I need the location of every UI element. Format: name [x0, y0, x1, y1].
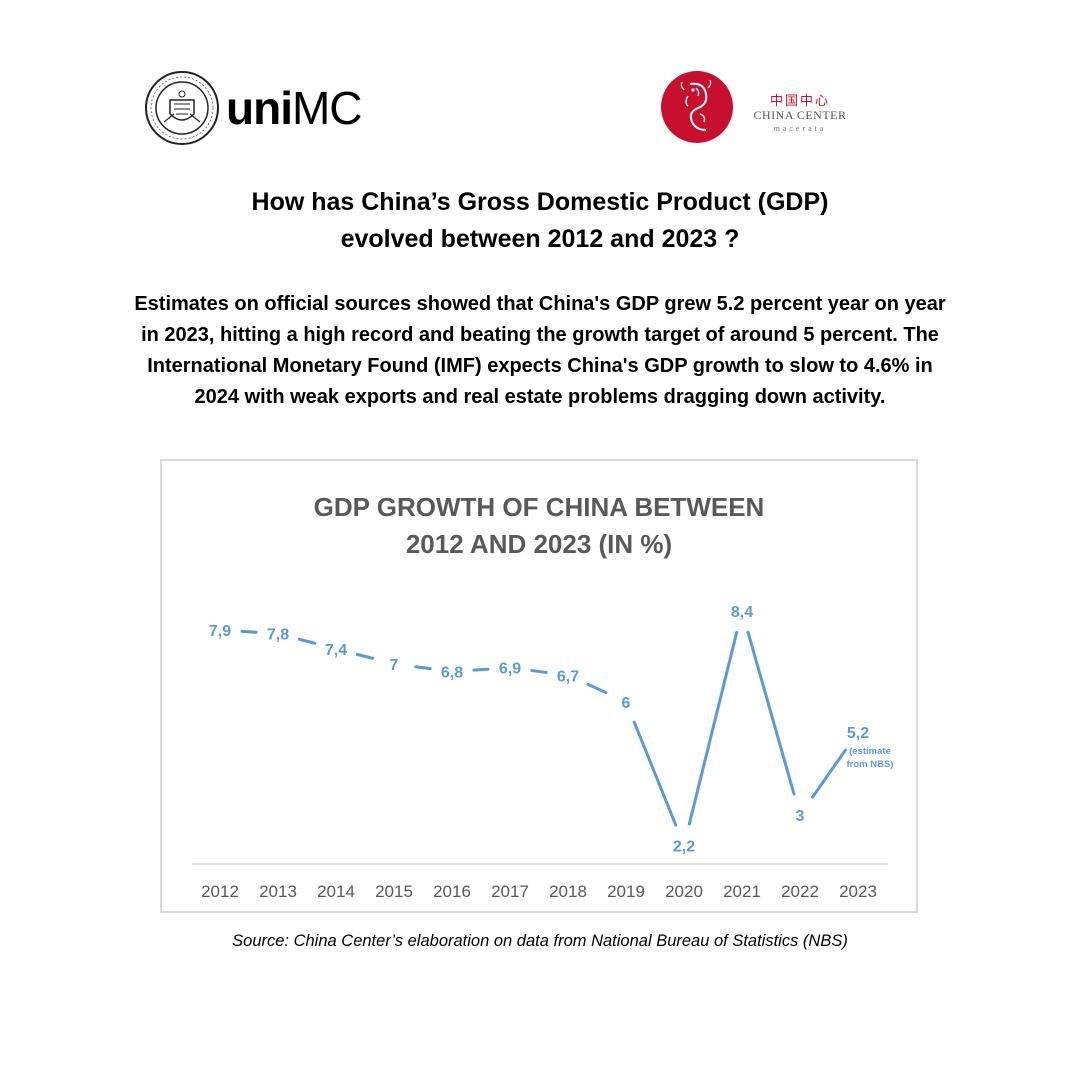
data-label: 8,4 [731, 604, 753, 621]
estimate-annotation: (estimate [849, 746, 891, 757]
x-tick-label: 2016 [433, 882, 471, 901]
estimate-annotation: from NBS) [847, 759, 894, 770]
chart-title: GDP GROWTH OF CHINA BETWEEN 2012 AND 202… [162, 489, 916, 563]
gdp-chart: GDP GROWTH OF CHINA BETWEEN 2012 AND 202… [160, 459, 918, 913]
data-label: 5,2 [847, 725, 869, 742]
unimc-logo: uniMC [144, 70, 364, 146]
chart-title-line-1: GDP GROWTH OF CHINA BETWEEN [313, 492, 765, 522]
dragon-emblem-icon [661, 71, 733, 143]
x-tick-label: 2014 [317, 882, 355, 901]
wordmark-bold: uni [226, 82, 293, 134]
series-line-segment [355, 652, 375, 660]
data-label: 7,4 [325, 642, 347, 659]
china-center-logo: 中国中心 CHINA CENTER macerata [660, 70, 860, 146]
page-title: How has China’s Gross Domestic Product (… [0, 184, 1080, 258]
data-label: 7 [390, 657, 399, 674]
data-label: 2,2 [673, 838, 695, 855]
series-line-segment [414, 665, 432, 671]
intro-line-4: 2024 with weak exports and real estate p… [194, 386, 886, 408]
data-label: 3 [796, 808, 805, 825]
x-tick-label: 2020 [665, 882, 703, 901]
series-line-segment [472, 667, 490, 672]
x-tick-label: 2015 [375, 882, 413, 901]
university-seal-icon [145, 71, 219, 145]
intro-paragraph: Estimates on official sources showed tha… [0, 289, 1080, 413]
x-tick-label: 2023 [839, 882, 877, 901]
x-tick-label: 2012 [201, 882, 239, 901]
series-line-segment [297, 637, 317, 645]
data-label: 6,8 [441, 665, 463, 682]
china-center-city: macerata [773, 124, 827, 133]
x-tick-label: 2022 [781, 882, 819, 901]
series-line-segment [586, 682, 608, 695]
x-tick-label: 2021 [723, 882, 761, 901]
x-tick-label: 2019 [607, 882, 645, 901]
x-tick-label: 2017 [491, 882, 529, 901]
chart-plot-area: 7,9 7,8 7,4 7 6,8 6,9 6,7 6 2,2 8,4 3 5,2 (estimate f… [192, 604, 894, 901]
intro-line-2: in 2023, hitting a high record and beati… [141, 324, 939, 346]
wordmark-light: MC [291, 82, 363, 134]
data-label: 7,9 [209, 623, 231, 640]
unimc-wordmark: uniMC [226, 82, 363, 134]
series-line-segment [746, 630, 796, 796]
data-label: 7,8 [267, 627, 289, 644]
data-label: 6,7 [557, 668, 579, 685]
series-line-segment [687, 630, 739, 826]
intro-line-3: International Monetary Found (IMF) expec… [147, 355, 933, 377]
series-line-segment [240, 629, 258, 634]
series-line-segment [632, 720, 678, 827]
china-center-chars: 中国中心 [769, 94, 830, 109]
title-line-2: evolved between 2012 and 2023 ? [340, 225, 740, 253]
data-label: 6,9 [499, 661, 521, 678]
china-center-name: CHINA CENTER [753, 108, 847, 122]
data-label: 6 [622, 695, 631, 712]
x-tick-label: 2018 [549, 882, 587, 901]
source-note: Source: China Center’s elaboration on da… [232, 932, 848, 950]
x-tick-label: 2013 [259, 882, 297, 901]
series-line-segment [530, 669, 548, 674]
series-line-segment [811, 748, 847, 799]
title-line-1: How has China’s Gross Domestic Product (… [251, 188, 829, 216]
intro-line-1: Estimates on official sources showed tha… [134, 293, 946, 315]
chart-title-line-2: 2012 AND 2023 (IN %) [405, 529, 673, 559]
